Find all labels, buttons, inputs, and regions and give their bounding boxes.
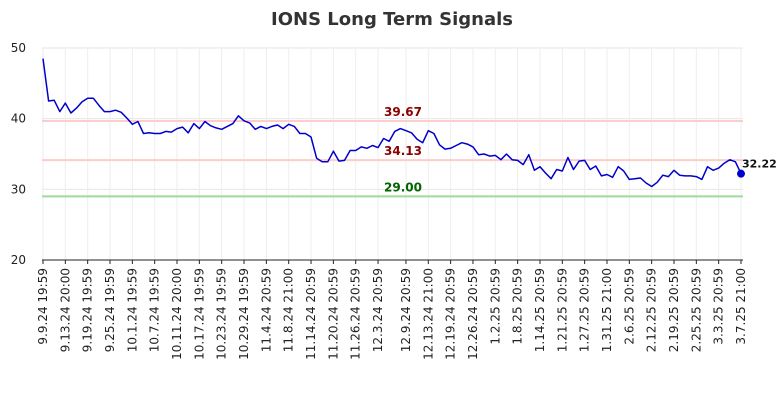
last-price-marker [737,169,745,178]
y-tick-label: 50 [11,41,26,55]
x-tick-label: 1.31.25 21:00 [600,268,614,352]
x-tick-label: 1.27.25 20:59 [578,268,592,352]
x-tick-label: 10.7.24 19:59 [148,268,162,352]
y-tick-label: 30 [11,182,26,196]
x-tick-label: 9.25.24 19:59 [103,268,117,352]
x-tick-label: 10.23.24 19:59 [215,268,229,360]
chart-title: IONS Long Term Signals [271,9,513,30]
x-tick-label: 2.6.25 20:59 [622,268,636,345]
x-tick-label: 11.8.24 21:00 [282,268,296,352]
level-labels: 39.67 34.13 29.00 32.22 [384,105,777,194]
x-tick-label: 2.25.25 20:59 [689,268,703,352]
x-tick-label: 12.26.24 20:59 [466,268,480,360]
x-tick-label: 11.20.24 20:59 [326,268,340,360]
x-tick-label: 1.2.25 20:59 [488,268,502,345]
signal-level-label: 34.13 [384,144,422,158]
x-tick-label: 11.26.24 20:59 [349,268,363,360]
x-tick-label: 11.14.24 20:59 [304,268,318,360]
x-tick-label: 2.12.25 20:59 [645,268,659,352]
x-tick-label: 12.9.24 20:59 [399,268,413,352]
x-tick-label: 11.4.24 20:59 [259,268,273,352]
x-tick-label: 10.29.24 19:59 [237,268,251,360]
x-tick-label: 12.3.24 20:59 [371,268,385,352]
x-tick-label: 1.8.25 20:59 [511,268,525,345]
last-price-label: 32.22 [742,158,777,171]
grid [42,47,743,260]
x-tick-label: 9.9.24 19:59 [36,268,50,345]
x-tick-label: 10.17.24 19:59 [192,268,206,360]
x-tick-label: 2.19.25 20:59 [667,268,681,352]
axes: 20 30 40 50 9.9.24 19:59 9.13.24 20:00 9.19.24… [11,41,748,360]
x-tick-label: 1.21.25 20:59 [555,268,569,352]
x-tick-label: 12.13.24 21:00 [421,268,435,360]
x-tick-label: 1.14.25 20:59 [533,268,547,352]
signal-level-label: 29.00 [384,180,422,194]
signal-levels [42,119,743,198]
signal-level-label: 39.67 [384,105,422,119]
x-tick-label: 3.3.25 20:59 [712,268,726,345]
x-tick-label: 10.11.24 20:00 [170,268,184,360]
y-tick-label: 40 [11,112,26,126]
x-tick-label: 9.19.24 19:59 [81,268,95,352]
x-tick-label: 12.19.24 20:59 [444,268,458,360]
x-tick-label: 9.13.24 20:00 [58,268,72,352]
x-tick-label: 3.7.25 21:00 [734,268,748,345]
x-tick-label: 10.1.24 19:59 [125,268,139,352]
y-tick-label: 20 [11,253,26,267]
price-line [42,58,742,188]
price-series [42,58,745,188]
